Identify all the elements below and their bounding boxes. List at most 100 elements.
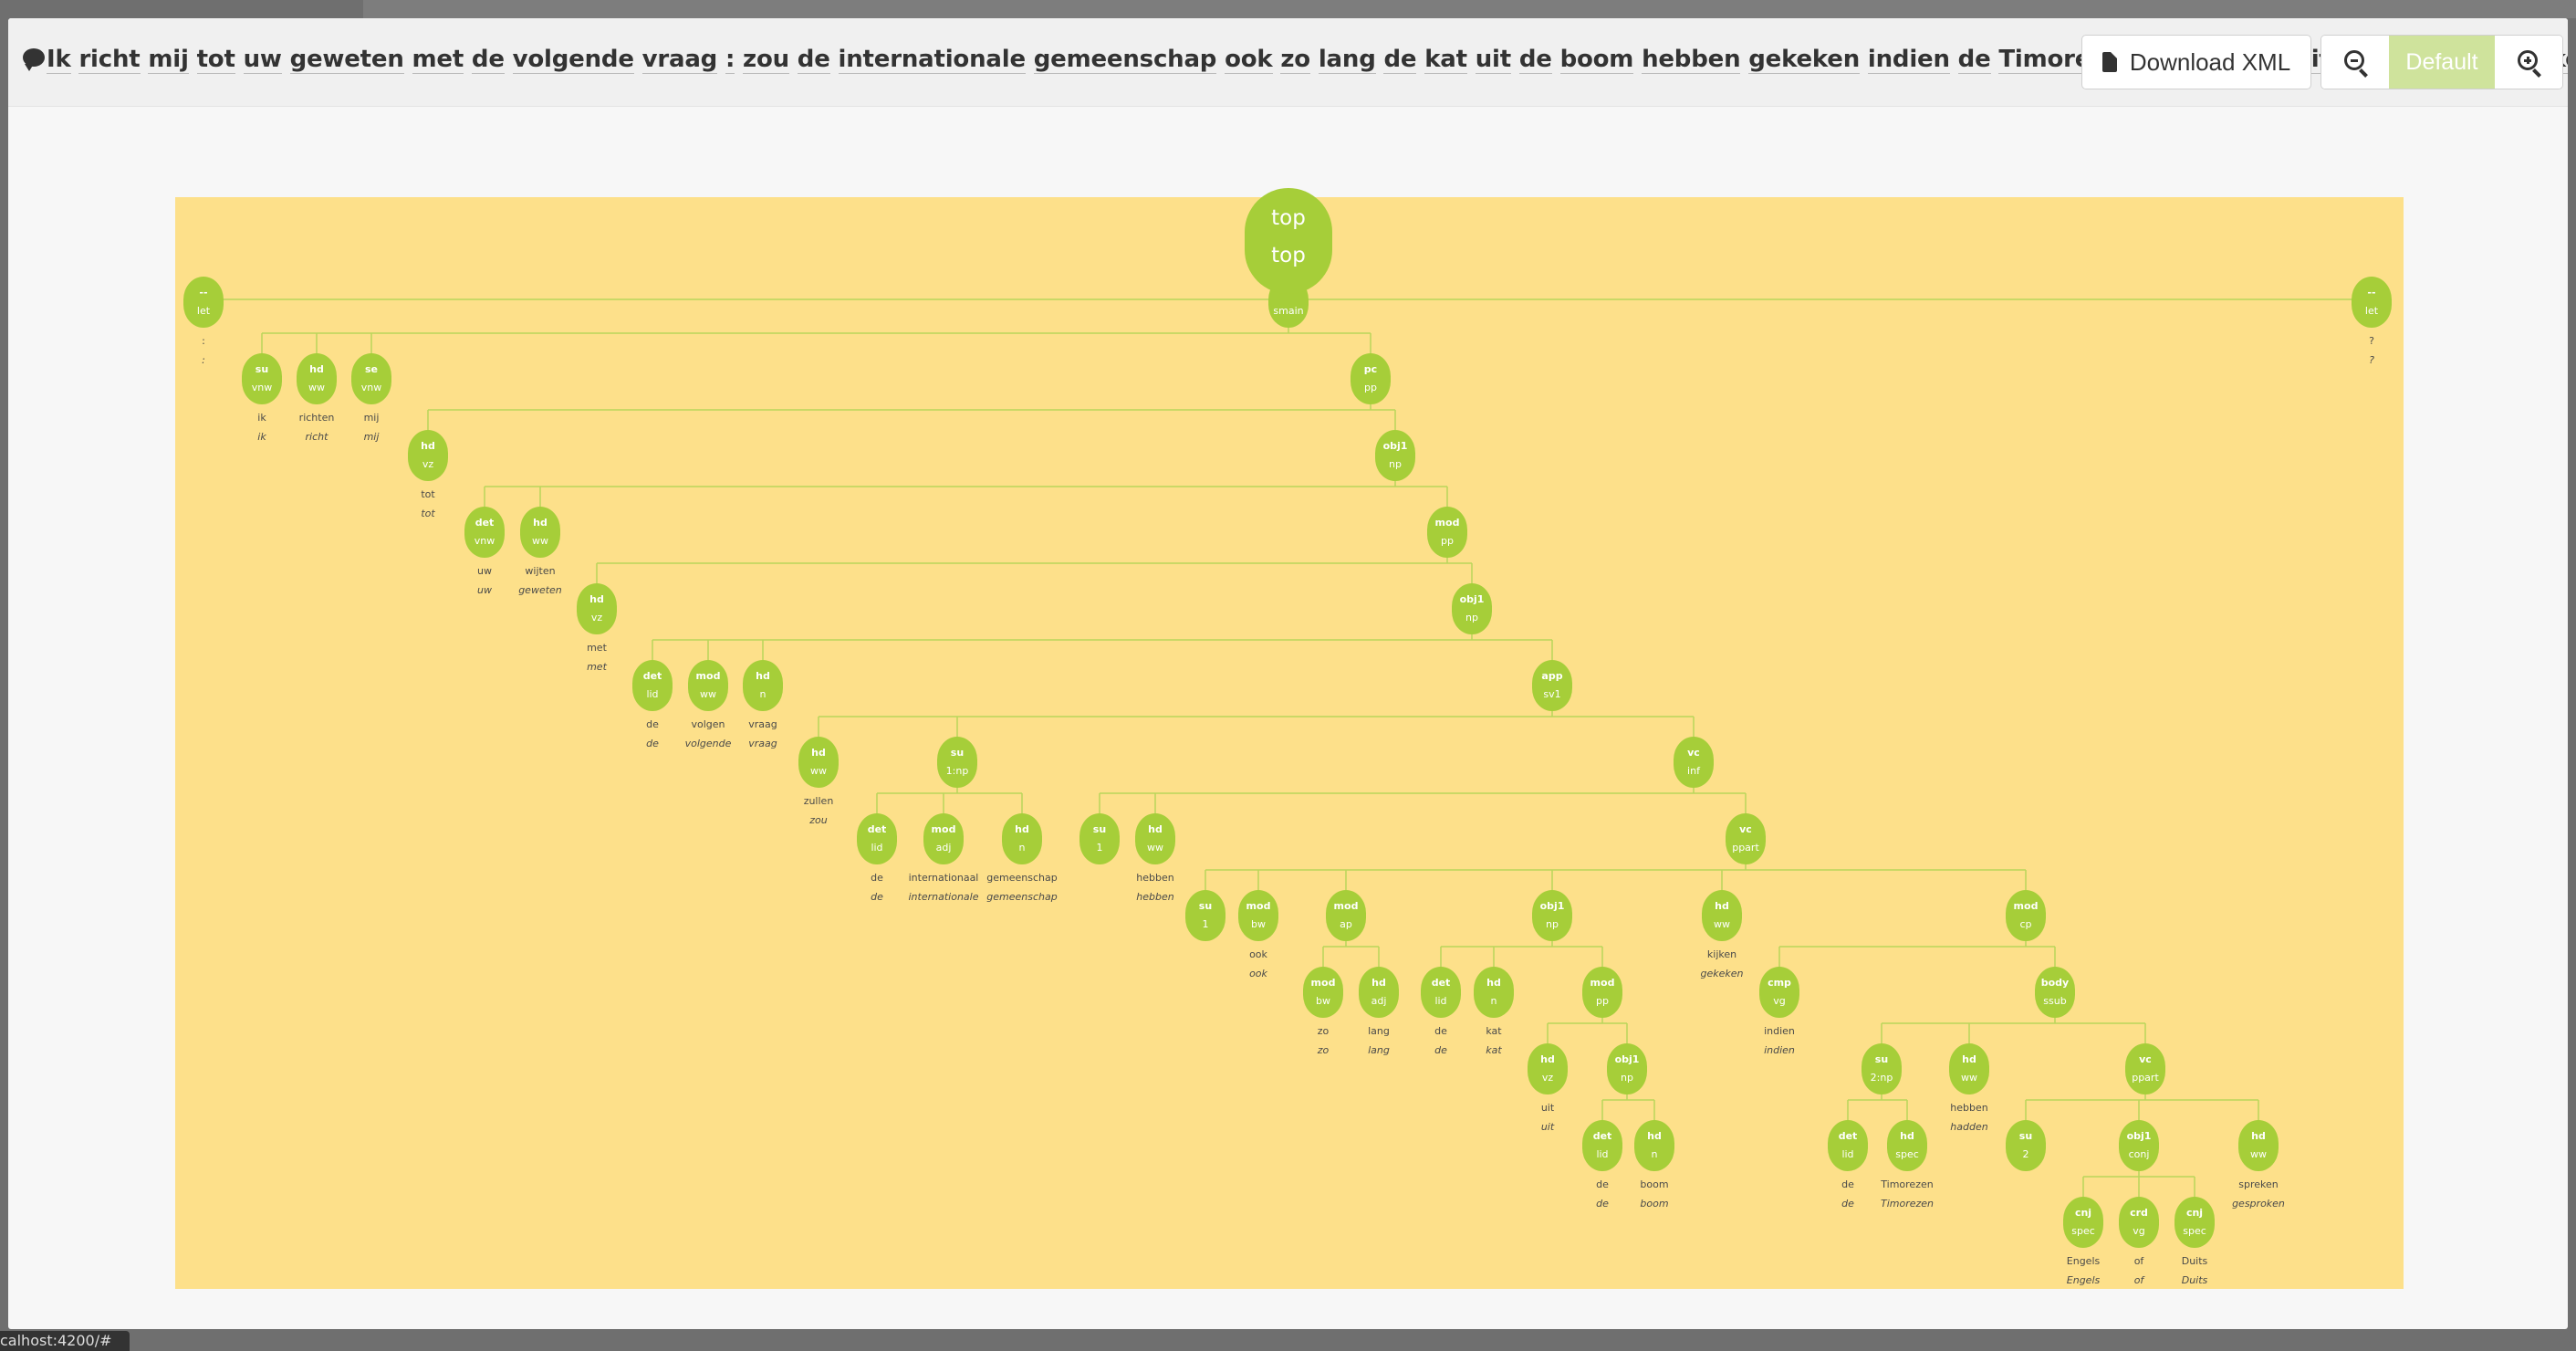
tree-node[interactable]: mod pp: [1582, 967, 1622, 1018]
sentence-word[interactable]: ook: [1225, 46, 1273, 74]
tree-node[interactable]: det lid: [632, 660, 673, 711]
tree-node[interactable]: body ssub: [2035, 967, 2075, 1018]
tree-node[interactable]: hd n: [743, 660, 783, 711]
node-lemma: boom: [1640, 1198, 1669, 1210]
download-xml-label: Download XML: [2129, 47, 2291, 76]
tree-node[interactable]: hd n: [1474, 967, 1514, 1018]
node-relation: vc: [1739, 823, 1752, 835]
tree-node[interactable]: su 2:np: [1862, 1043, 1902, 1094]
tree-node[interactable]: obj1 np: [1452, 583, 1492, 634]
tree-node[interactable]: su vnw: [242, 353, 282, 404]
sentence-word[interactable]: hebben: [1642, 46, 1741, 74]
node-word: kat: [1486, 1025, 1502, 1037]
tree-node[interactable]: hd ww: [297, 353, 337, 404]
tree-node[interactable]: hd spec: [1887, 1120, 1927, 1171]
sentence-word[interactable]: vraag: [641, 46, 718, 74]
node-word: spreken: [2238, 1178, 2279, 1190]
tree-node[interactable]: pc pp: [1351, 353, 1391, 404]
tree-node[interactable]: -- let: [183, 277, 224, 328]
sentence-word[interactable]: gekeken: [1748, 46, 1861, 74]
sentence-word[interactable]: volgende: [512, 46, 634, 74]
sentence-word[interactable]: met: [412, 46, 464, 74]
sentence-word[interactable]: de: [1383, 46, 1417, 74]
node-category: adj: [1371, 995, 1387, 1007]
tree-node[interactable]: det vnw: [464, 507, 505, 558]
node-relation: su: [1092, 823, 1107, 835]
tree-node[interactable]: top top: [1245, 188, 1332, 294]
sentence-word[interactable]: richt: [78, 46, 141, 74]
sentence-word[interactable]: de: [1518, 46, 1552, 74]
zoom-in-button[interactable]: [2495, 36, 2562, 89]
sentence-word[interactable]: mij: [148, 46, 189, 74]
sentence-word[interactable]: :: [725, 46, 735, 74]
tree-node[interactable]: hd ww: [1949, 1043, 1989, 1094]
tree-node[interactable]: hd ww: [1702, 890, 1742, 941]
node-lemma: indien: [1764, 1044, 1795, 1056]
tree-node[interactable]: su 2: [2006, 1120, 2046, 1171]
sentence-word[interactable]: gemeenschap: [1033, 46, 1217, 74]
tree-node[interactable]: det lid: [1828, 1120, 1868, 1171]
tree-node[interactable]: cmp vg: [1759, 967, 1799, 1018]
tree-node[interactable]: -- let: [2352, 277, 2392, 328]
node-category: inf: [1687, 765, 1700, 777]
tree-node[interactable]: det lid: [1421, 967, 1461, 1018]
tree-node[interactable]: vc ppart: [2125, 1043, 2165, 1094]
zoom-out-button[interactable]: [2321, 36, 2389, 89]
tree-node[interactable]: mod ap: [1326, 890, 1366, 941]
tree-node[interactable]: obj1 np: [1532, 890, 1572, 941]
node-relation: hd: [1486, 977, 1501, 989]
download-xml-button[interactable]: Download XML: [2081, 35, 2311, 89]
tree-node[interactable]: su 1:np: [937, 737, 977, 788]
tree-node[interactable]: crd vg: [2119, 1197, 2159, 1248]
tree-node[interactable]: hd ww: [1135, 813, 1175, 864]
sentence-word[interactable]: uw: [243, 46, 282, 74]
tree-node[interactable]: hd ww: [798, 737, 839, 788]
tree-node[interactable]: mod pp: [1427, 507, 1467, 558]
sentence-word[interactable]: boom: [1559, 46, 1634, 74]
tree-node[interactable]: su 1: [1079, 813, 1120, 864]
sentence-word[interactable]: lang: [1318, 46, 1376, 74]
tree-node[interactable]: hd ww: [2238, 1120, 2279, 1171]
sentence-word[interactable]: internationale: [838, 46, 1026, 74]
tree-node[interactable]: obj1 np: [1375, 430, 1415, 481]
sentence-word[interactable]: zou: [743, 46, 789, 74]
tree-node[interactable]: mod bw: [1303, 967, 1343, 1018]
sentence-word[interactable]: de: [1957, 46, 1991, 74]
sentence-word[interactable]: de: [797, 46, 830, 74]
tree-node[interactable]: hd n: [1634, 1120, 1674, 1171]
tree-node[interactable]: mod cp: [2006, 890, 2046, 941]
node-word: zo: [1317, 1025, 1330, 1037]
tree-node[interactable]: hd n: [1002, 813, 1042, 864]
sentence-word[interactable]: tot: [196, 46, 235, 74]
tree-node[interactable]: mod adj: [923, 813, 964, 864]
node-category: bw: [1251, 918, 1266, 930]
tree-node[interactable]: vc ppart: [1726, 813, 1766, 864]
tree-node[interactable]: det lid: [1582, 1120, 1622, 1171]
tree-node[interactable]: hd ww: [520, 507, 560, 558]
tree-node[interactable]: hd vz: [577, 583, 617, 634]
sentence-word[interactable]: indien: [1867, 46, 1950, 74]
tree-node[interactable]: su 1: [1185, 890, 1225, 941]
tree-node[interactable]: det lid: [857, 813, 897, 864]
sentence-word[interactable]: geweten: [289, 46, 404, 74]
tree-node[interactable]: hd adj: [1359, 967, 1399, 1018]
tree-node[interactable]: cnj spec: [2063, 1197, 2103, 1248]
tree-node[interactable]: cnj spec: [2174, 1197, 2215, 1248]
tree-canvas[interactable]: -- let:: su vnw ik ik hd ww richten richt se vnw mij…: [8, 106, 2568, 1329]
tree-node[interactable]: se vnw: [351, 353, 391, 404]
tree-node[interactable]: mod ww: [688, 660, 728, 711]
zoom-default-button[interactable]: Default: [2389, 36, 2495, 89]
tree-node[interactable]: obj1 np: [1607, 1043, 1647, 1094]
sentence-word[interactable]: de: [471, 46, 505, 74]
tree-node[interactable]: obj1 conj: [2119, 1120, 2159, 1171]
tree-node[interactable]: vc inf: [1674, 737, 1714, 788]
tree-node[interactable]: app sv1: [1532, 660, 1572, 711]
sentence-word[interactable]: zo: [1280, 46, 1310, 74]
tree-node[interactable]: hd vz: [1528, 1043, 1568, 1094]
node-category: adj: [935, 842, 952, 854]
sentence-word[interactable]: Ik: [47, 46, 71, 74]
sentence-word[interactable]: kat: [1424, 46, 1467, 74]
tree-node[interactable]: hd vz: [408, 430, 448, 481]
sentence-word[interactable]: uit: [1475, 46, 1511, 74]
tree-node[interactable]: mod bw: [1238, 890, 1278, 941]
